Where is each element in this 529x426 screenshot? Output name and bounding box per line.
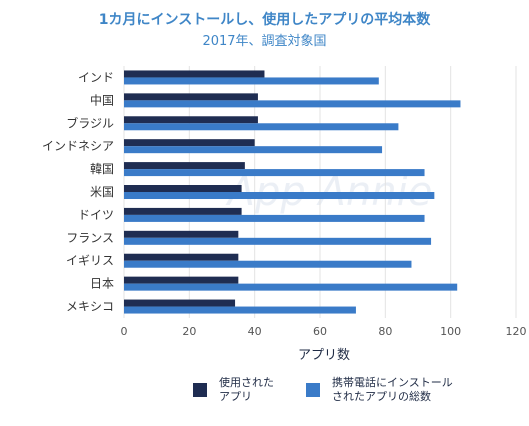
category-label: 韓国	[90, 162, 114, 176]
category-label: 米国	[90, 185, 114, 199]
bar-used-apps	[124, 276, 239, 284]
x-axis-label: アプリ数	[298, 348, 350, 363]
x-tick-label: 0	[121, 325, 128, 338]
chart-title: 1カ月にインストールし、使用したアプリの平均本数	[98, 12, 431, 28]
bar-installed-apps	[124, 100, 461, 108]
bar-used-apps	[124, 230, 239, 238]
category-label: 中国	[90, 92, 114, 107]
x-tick-label: 40	[248, 325, 262, 338]
bar-used-apps	[124, 139, 255, 147]
legend-label: 使用されたアプリ	[219, 376, 274, 403]
bar-installed-apps	[124, 283, 458, 291]
category-label: イギリス	[66, 254, 114, 268]
bar-installed-apps	[124, 146, 383, 154]
bar-installed-apps	[124, 306, 356, 314]
legend-swatch	[193, 383, 207, 397]
legend-swatch	[306, 383, 320, 397]
category-label: フランス	[66, 231, 114, 245]
x-tick-label: 100	[440, 325, 461, 338]
bar-used-apps	[124, 253, 239, 261]
category-label: インド	[78, 70, 114, 84]
x-tick-label: 60	[313, 325, 327, 338]
bar-used-apps	[124, 299, 236, 307]
category-label: 日本	[90, 277, 114, 291]
x-tick-label: 20	[182, 325, 196, 338]
bar-installed-apps	[124, 237, 432, 245]
bar-installed-apps	[124, 77, 379, 85]
legend-label: 携帯電話にインストールされたアプリの総数	[332, 375, 453, 403]
bar-installed-apps	[124, 192, 435, 199]
category-label: ドイツ	[78, 208, 114, 222]
chart-subtitle: 2017年、調査対象国	[202, 34, 327, 49]
bar-installed-apps	[124, 123, 399, 131]
bar-installed-apps	[124, 260, 412, 268]
category-label: ブラジル	[66, 115, 114, 130]
bar-installed-apps	[124, 214, 425, 222]
bar-installed-apps	[124, 169, 425, 177]
bar-used-apps	[124, 162, 245, 170]
x-tick-label: 120	[506, 325, 527, 338]
category-label: インドネシア	[42, 139, 114, 153]
bar-used-apps	[124, 116, 258, 124]
bar-used-apps	[124, 185, 242, 192]
bar-used-apps	[124, 70, 265, 78]
category-label: メキシコ	[66, 300, 114, 314]
bar-used-apps	[124, 207, 242, 215]
bar-used-apps	[124, 93, 258, 101]
x-tick-label: 80	[378, 325, 392, 338]
